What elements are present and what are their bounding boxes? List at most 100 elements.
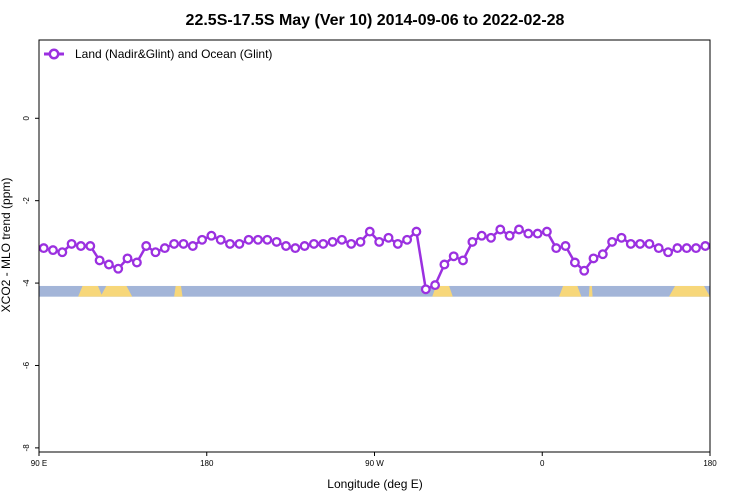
data-point [411, 226, 422, 237]
data-point [439, 259, 450, 270]
data-point [644, 238, 655, 249]
data-point [131, 257, 142, 268]
data-point [243, 234, 254, 245]
data-point [187, 241, 198, 251]
data-point [486, 232, 496, 243]
data-point [215, 234, 226, 245]
data-point [150, 247, 161, 258]
series-layer [38, 224, 711, 295]
land-patch [588, 285, 593, 297]
data-point [523, 228, 534, 239]
x-tick-label: 90 E [31, 459, 47, 468]
data-point [616, 232, 627, 243]
data-point [551, 243, 562, 254]
data-point [48, 245, 58, 256]
data-point [262, 234, 273, 245]
data-point [253, 234, 263, 245]
data-point [430, 280, 441, 291]
legend: Land (Nadir&Glint) and Ocean (Glint) [44, 47, 272, 61]
data-point [159, 243, 170, 254]
land-patch [100, 285, 133, 297]
data-point [364, 226, 375, 237]
land-patch [668, 285, 710, 297]
data-point [588, 253, 599, 264]
y-tick-label: -6 [22, 361, 31, 369]
data-point [597, 249, 608, 260]
x-axis-label: Longitude (deg E) [327, 477, 422, 491]
x-tick-label: 180 [200, 459, 214, 468]
data-point [113, 263, 124, 274]
data-point [392, 238, 403, 249]
ocean-band [39, 285, 710, 297]
data-point [281, 241, 291, 251]
data-point [532, 228, 543, 239]
data-point [225, 238, 235, 249]
data-point [355, 236, 366, 247]
x-tick-label: 0 [540, 459, 545, 468]
data-point [653, 243, 664, 254]
data-point [635, 238, 646, 249]
legend-label: Land (Nadir&Glint) and Ocean (Glint) [75, 47, 272, 61]
data-point [299, 241, 310, 251]
y-axis: 0 -2 -4 -6 -8 [22, 116, 39, 452]
data-point [579, 265, 590, 276]
data-point [476, 230, 487, 241]
data-point [94, 255, 105, 266]
x-tick-label: 180 [703, 459, 717, 468]
data-point [169, 238, 180, 249]
x-tick-label: 90 W [365, 459, 384, 468]
data-point [141, 241, 152, 251]
data-point [197, 234, 208, 245]
data-point [700, 241, 711, 251]
data-point [103, 259, 114, 270]
data-point [504, 230, 515, 241]
data-point [569, 257, 580, 268]
data-point [318, 238, 329, 249]
data-point [420, 284, 431, 295]
data-point [607, 236, 618, 247]
data-point [178, 238, 189, 249]
data-point [672, 243, 683, 254]
data-point [458, 255, 468, 266]
y-tick-label: -4 [22, 279, 31, 287]
y-tick-label: -8 [22, 444, 31, 452]
land-patch [78, 285, 103, 297]
data-point [560, 241, 571, 251]
data-point [514, 224, 524, 235]
data-point [402, 234, 413, 245]
data-point [383, 232, 394, 243]
data-point [663, 247, 674, 258]
data-point [625, 238, 636, 249]
data-point [541, 226, 552, 237]
chart-title: 22.5S-17.5S May (Ver 10) 2014-09-06 to 2… [186, 12, 565, 29]
data-point [290, 243, 301, 254]
data-point [374, 236, 385, 247]
land-ocean-strip [39, 285, 710, 297]
data-point [448, 251, 459, 262]
data-point [308, 238, 319, 249]
y-tick-label: -2 [22, 197, 31, 205]
x-axis: 90 E 180 90 W 0 180 [31, 452, 717, 468]
data-point [85, 241, 96, 251]
data-point [271, 236, 282, 247]
y-axis-label: XCO2 - MLO trend (ppm) [0, 178, 13, 313]
data-point [57, 247, 68, 258]
land-patch [559, 285, 582, 297]
data-point [206, 230, 217, 241]
data-point [681, 243, 692, 254]
data-point [467, 236, 478, 247]
series-line [43, 227, 706, 292]
data-point [38, 243, 49, 254]
data-point [234, 238, 245, 249]
y-tick-label: 0 [22, 116, 31, 121]
data-point [122, 253, 133, 264]
data-point [346, 238, 357, 249]
data-point [66, 238, 77, 249]
data-point [336, 234, 347, 245]
land-patch [174, 285, 183, 297]
data-point [495, 224, 506, 235]
data-point [75, 241, 86, 251]
data-point [691, 243, 701, 254]
data-point [327, 236, 338, 247]
